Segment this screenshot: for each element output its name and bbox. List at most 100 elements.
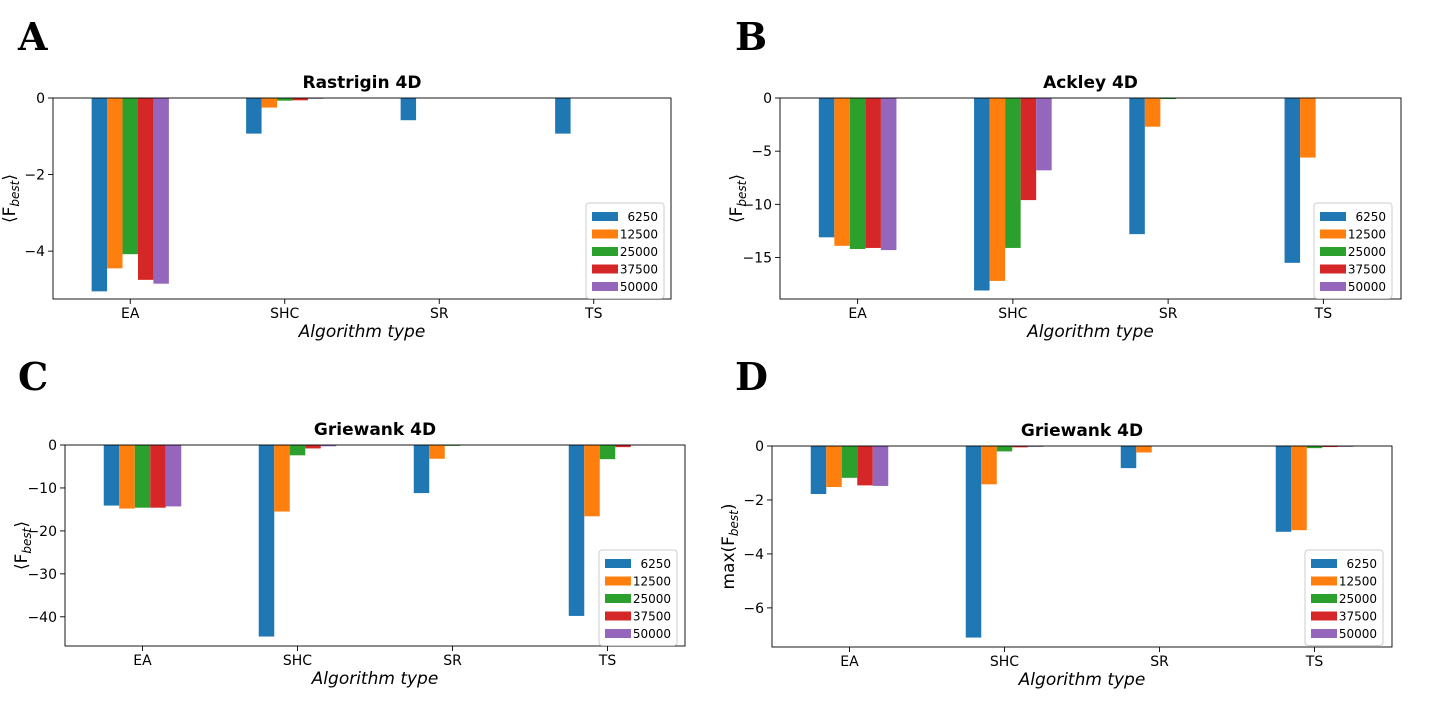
legend-swatch-12500	[1311, 576, 1337, 586]
legend-swatch-25000	[1311, 594, 1337, 603]
y-axis-label: ⟨Fbest⟩	[727, 174, 749, 223]
y-tick-label: −10	[27, 481, 57, 497]
bar-ea-50000	[872, 446, 889, 486]
legend-swatch-37500	[1320, 264, 1346, 274]
legend-swatch-6250	[605, 559, 631, 568]
bar-shc-6250	[965, 446, 982, 638]
legend-swatch-25000	[1320, 247, 1346, 256]
legend-label: 37500	[620, 263, 658, 277]
x-axis-label: Algorithm type	[1018, 670, 1146, 690]
bar-ts-12500	[1300, 98, 1316, 158]
x-tick-label: SR	[1159, 306, 1178, 322]
bar-shc-12500	[261, 98, 278, 108]
chart-title: Ackley 4D	[1043, 73, 1138, 93]
x-tick-label: EA	[840, 654, 859, 670]
x-tick-label: SR	[443, 653, 462, 669]
bar-ts-6250	[1275, 446, 1292, 532]
x-tick-label: TS	[584, 306, 603, 322]
legend: 6250 12500 25000 37500 50000	[598, 549, 678, 646]
legend-label: 12500	[1348, 228, 1386, 242]
y-axis-label-sub: best	[20, 526, 34, 553]
bar-shc-12500	[989, 98, 1006, 281]
bar-sr-6250	[1129, 98, 1145, 235]
legend-label: 25000	[1348, 245, 1386, 259]
bar-ts-25000	[1306, 446, 1323, 449]
legend-label: 6250	[627, 210, 658, 224]
x-tick-label: EA	[121, 306, 140, 322]
plot-frame	[771, 445, 1393, 648]
x-axis-label: Algorithm type	[298, 322, 426, 342]
x-tick-label: SR	[430, 306, 449, 322]
legend: 6250 12500 25000 37500 50000	[1313, 202, 1393, 299]
bar-ts-6250	[555, 98, 571, 134]
panel-letter: D	[735, 354, 768, 399]
bar-ts-37500	[1322, 446, 1338, 448]
legend-swatch-12500	[605, 576, 631, 586]
legend-label: 50000	[1339, 627, 1377, 641]
legend-label: 37500	[1348, 263, 1386, 277]
bar-ea-6250	[103, 445, 120, 506]
plot-frame	[64, 444, 686, 647]
bar-sr-25000	[1160, 98, 1176, 100]
legend: 6250 12500 25000 37500 50000	[585, 202, 665, 299]
legend-swatch-50000	[1311, 629, 1337, 638]
x-tick-label: SR	[1150, 654, 1169, 670]
bar-ea-25000	[122, 98, 138, 255]
legend-swatch-12500	[592, 229, 618, 239]
legend-swatch-37500	[1311, 611, 1337, 621]
y-tick-label: 0	[763, 91, 772, 107]
bar-ea-37500	[137, 98, 154, 280]
y-tick-label: 0	[755, 439, 764, 455]
chart-panel-c: C Griewank 4D 0 −10 −20 −30 −40 EA SHC SR TS Algori…	[12, 354, 686, 689]
legend-swatch-50000	[605, 629, 631, 638]
bar-shc-6250	[258, 445, 275, 637]
legend-label: 12500	[620, 228, 658, 242]
y-axis-label-sub: best	[8, 179, 22, 206]
bar-ea-37500	[857, 446, 873, 486]
legend-swatch-37500	[592, 264, 618, 274]
y-tick-label: −10	[742, 197, 772, 213]
bar-sr-6250	[400, 98, 417, 121]
panel-letter: A	[17, 14, 48, 59]
legend-label: 6250	[1355, 210, 1386, 224]
y-axis-label-sub: best	[735, 179, 749, 206]
chart-panel-d: D Griewank 4D 0 −2 −4 −6 EA SHC SR TS Algorithm ty…	[719, 354, 1393, 690]
bar-sr-6250	[413, 445, 430, 494]
y-tick-label: −4	[743, 547, 764, 563]
bar-shc-6250	[974, 98, 990, 291]
bar-shc-25000	[277, 98, 293, 101]
bar-shc-37500	[305, 445, 321, 449]
bar-ts-25000	[599, 445, 616, 460]
x-tick-label: TS	[598, 653, 617, 669]
legend-swatch-6250	[1320, 212, 1346, 221]
bar-sr-12500	[1136, 446, 1152, 453]
legend-label: 25000	[633, 592, 671, 606]
bar-ea-50000	[880, 98, 897, 251]
y-tick-label: −4	[24, 244, 45, 260]
y-tick-label: −2	[24, 168, 45, 184]
x-tick-label: SHC	[990, 654, 1019, 670]
bar-ts-37500	[615, 445, 631, 448]
plot-frame	[779, 97, 1402, 300]
legend-swatch-37500	[605, 611, 631, 621]
bar-ea-12500	[826, 446, 842, 488]
legend-box	[598, 549, 678, 646]
legend-box	[1313, 202, 1393, 299]
bar-ea-6250	[810, 446, 827, 495]
legend-swatch-50000	[1320, 282, 1346, 291]
bar-sr-6250	[1120, 446, 1137, 469]
legend-label: 37500	[1339, 610, 1377, 624]
legend-swatch-25000	[605, 594, 631, 603]
bar-ea-12500	[119, 445, 135, 509]
y-tick-label: −30	[27, 567, 57, 583]
bar-ea-12500	[834, 98, 850, 246]
y-axis-label-sub: best	[727, 509, 741, 536]
bar-ea-50000	[165, 445, 182, 507]
y-axis-label-end: ⟩	[727, 174, 747, 181]
y-tick-label: 0	[36, 91, 45, 107]
legend-swatch-6250	[592, 212, 618, 221]
x-axis-label: Algorithm type	[1026, 322, 1154, 342]
bar-ts-6250	[568, 445, 585, 616]
bar-shc-25000	[289, 445, 306, 456]
